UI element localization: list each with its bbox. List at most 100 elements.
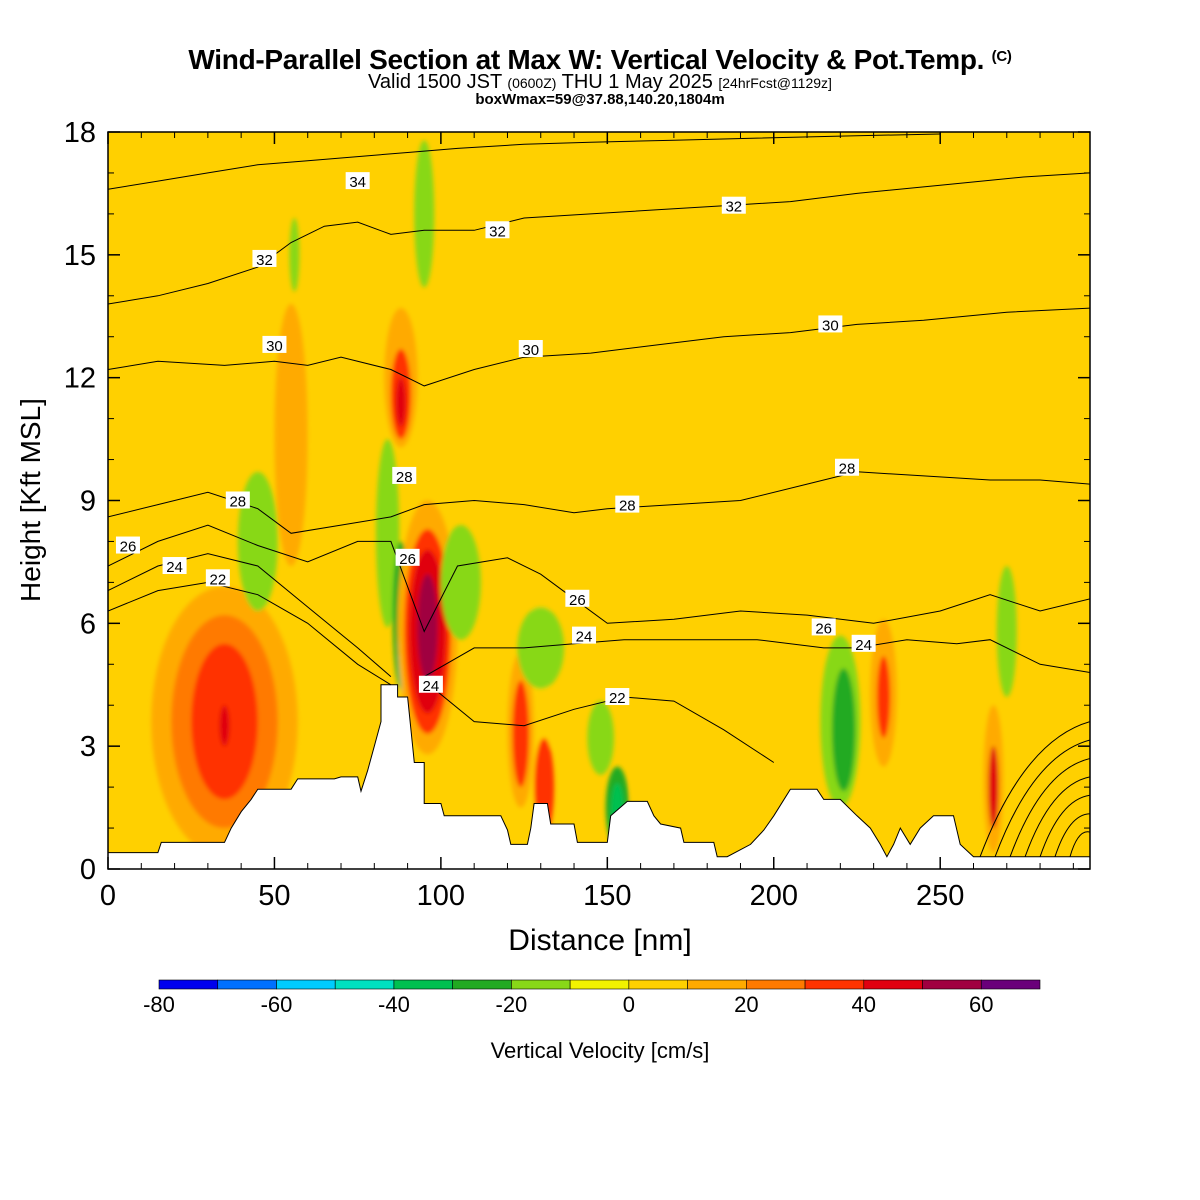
colorbar-tick-label: 40 bbox=[852, 992, 876, 1017]
theta-contour-26 bbox=[108, 524, 1090, 633]
contour-label-22: 22 bbox=[205, 569, 230, 588]
svg-text:28: 28 bbox=[619, 498, 636, 515]
svg-text:28: 28 bbox=[396, 469, 413, 486]
colorbar-tick-label: 0 bbox=[623, 992, 635, 1017]
svg-text:28: 28 bbox=[839, 461, 856, 478]
contour-label-28: 28 bbox=[834, 458, 859, 478]
colorbar-swatch bbox=[746, 979, 806, 990]
theta-contour-24 bbox=[423, 639, 1090, 678]
svg-text:34: 34 bbox=[349, 174, 366, 191]
colorbar-swatch bbox=[334, 979, 395, 990]
svg-text:24: 24 bbox=[855, 637, 872, 654]
svg-text:30: 30 bbox=[522, 342, 539, 359]
contour-label-26: 26 bbox=[565, 589, 590, 609]
svg-text:32: 32 bbox=[256, 252, 273, 269]
svg-text:28: 28 bbox=[229, 494, 246, 511]
y-tick-label: 3 bbox=[80, 731, 96, 763]
y-tick-label: 15 bbox=[64, 240, 96, 272]
colorbar-swatch bbox=[980, 979, 1041, 990]
velocity-band bbox=[763, 132, 784, 869]
contour-label-30: 30 bbox=[262, 335, 287, 355]
x-tick-label: 0 bbox=[100, 880, 116, 912]
velocity-cell bbox=[417, 574, 438, 681]
y-tick-label: 12 bbox=[64, 363, 96, 395]
svg-text:32: 32 bbox=[725, 199, 742, 216]
x-tick-label: 100 bbox=[417, 880, 465, 912]
svg-text:24: 24 bbox=[166, 559, 183, 576]
theta-contour-28 bbox=[108, 471, 1090, 534]
contour-label-30: 30 bbox=[518, 340, 543, 359]
colorbar-swatch bbox=[452, 979, 512, 990]
velocity-band bbox=[309, 132, 333, 869]
contour-label-32: 32 bbox=[252, 249, 277, 269]
contour-label-26: 26 bbox=[395, 548, 420, 568]
velocity-cell bbox=[274, 303, 308, 567]
colorbar-swatch bbox=[863, 979, 923, 990]
velocity-cell bbox=[375, 439, 400, 628]
velocity-band bbox=[692, 132, 709, 869]
colorbar-swatch bbox=[569, 979, 630, 990]
theta-contour-minor bbox=[1024, 776, 1090, 857]
theta-contour-22 bbox=[423, 680, 775, 763]
theta-contour-30 bbox=[108, 307, 1090, 387]
x-axis-label: Distance [nm] bbox=[508, 924, 691, 957]
colorbar-swatch bbox=[628, 979, 688, 990]
svg-text:26: 26 bbox=[120, 539, 137, 556]
contour-label-32: 32 bbox=[721, 196, 746, 216]
x-tick-label: 250 bbox=[916, 880, 964, 912]
svg-text:26: 26 bbox=[569, 592, 586, 609]
contour-label-26: 26 bbox=[115, 536, 140, 556]
contour-label-28: 28 bbox=[225, 491, 250, 511]
x-tick-label: 150 bbox=[583, 880, 631, 912]
colorbar-swatch bbox=[276, 979, 336, 990]
svg-text:30: 30 bbox=[266, 338, 283, 355]
velocity-cell bbox=[988, 746, 999, 829]
theta-contour-minor bbox=[1069, 831, 1090, 857]
velocity-cell bbox=[219, 705, 230, 747]
velocity-cell bbox=[440, 525, 481, 640]
contour-label-22: 22 bbox=[605, 688, 630, 707]
contour-label-24: 24 bbox=[418, 675, 443, 695]
colorbar-swatch bbox=[393, 979, 453, 990]
colorbar-swatch bbox=[687, 979, 747, 990]
svg-text:26: 26 bbox=[399, 551, 416, 568]
contour-labels: 34 32 32 32 30 30 30 28 28 28 28 26 26 26 26 24 24 24 24 22… bbox=[115, 172, 876, 707]
velocity-cell bbox=[512, 680, 530, 788]
contour-label-34: 34 bbox=[345, 172, 370, 191]
colorbar-tick-label: -60 bbox=[261, 992, 293, 1017]
velocity-cell bbox=[395, 377, 406, 427]
theta-contour-minor bbox=[1009, 758, 1090, 857]
colorbar-label: Vertical Velocity [cm/s] bbox=[491, 1038, 710, 1063]
forecast-info: [24hrFcst@1129z] bbox=[718, 75, 832, 91]
theta-contour-32 bbox=[108, 172, 1090, 305]
svg-text:24: 24 bbox=[423, 678, 440, 695]
colorbar-swatch bbox=[922, 979, 982, 990]
theta-contour-minor bbox=[994, 739, 1090, 857]
colorbar-swatch bbox=[217, 979, 277, 990]
svg-text:26: 26 bbox=[815, 620, 832, 637]
axes: 0 50 100 150 200 250 0 3 6 9 12 15 18 bbox=[64, 117, 1090, 912]
theta-contour-minor bbox=[1054, 813, 1090, 857]
velocity-band bbox=[632, 132, 649, 869]
svg-text:22: 22 bbox=[210, 571, 227, 588]
theta-contour-24 bbox=[108, 553, 392, 677]
chart-title-text: Wind-Parallel Section at Max W: Vertical… bbox=[188, 44, 985, 75]
velocity-band bbox=[891, 132, 909, 869]
y-tick-label: 0 bbox=[80, 854, 96, 886]
theta-contour-34 bbox=[108, 133, 941, 190]
colorbar-swatch bbox=[804, 979, 865, 990]
y-tick-label: 18 bbox=[64, 117, 96, 149]
velocity-cell bbox=[1036, 132, 1077, 624]
svg-text:24: 24 bbox=[576, 629, 593, 646]
y-tick-label: 6 bbox=[80, 608, 96, 640]
copyright-mark: (C) bbox=[991, 48, 1012, 65]
terrain-profile bbox=[107, 684, 1091, 870]
velocity-cell bbox=[517, 606, 565, 689]
colorbar-swatch bbox=[158, 979, 219, 990]
contour-label-28: 28 bbox=[615, 495, 640, 515]
x-tick-label: 50 bbox=[258, 880, 290, 912]
theta-contour-minor bbox=[1039, 794, 1090, 857]
velocity-cell bbox=[996, 566, 1017, 698]
chart-title: Wind-Parallel Section at Max W: Vertical… bbox=[0, 44, 1200, 76]
